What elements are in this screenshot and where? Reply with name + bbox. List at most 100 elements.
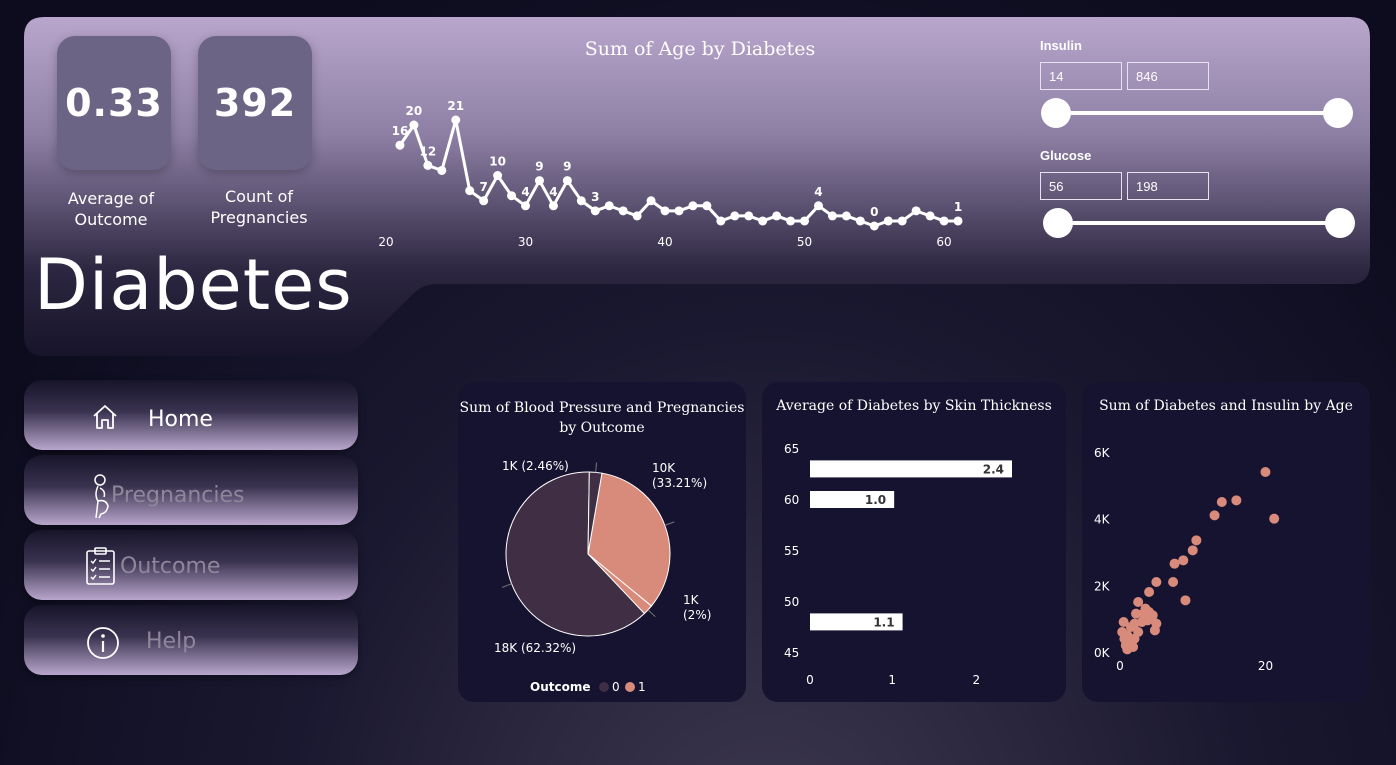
skin-thickness-bar	[810, 460, 1012, 478]
glucose-slicer-label: Glucose	[1040, 148, 1092, 163]
pie-data-label: 10K	[652, 461, 676, 475]
line-data-label: 4	[814, 185, 822, 199]
pie-slice	[587, 471, 603, 555]
kpi-label-line: Pregnancies	[210, 208, 308, 227]
scatter-point	[1269, 513, 1280, 524]
scatter-point	[1178, 555, 1189, 566]
pie-chart-panel: Sum of Blood Pressure and Pregnancies by…	[458, 382, 746, 702]
kpi-label-line: Average of	[67, 189, 155, 208]
nav-button-home[interactable]: Home	[24, 380, 358, 450]
line-data-label: 3	[591, 190, 599, 204]
line-data-point	[786, 216, 796, 226]
pie-leader-line	[502, 583, 512, 588]
nav-button-help[interactable]: Help	[24, 605, 358, 675]
line-data-point	[772, 211, 782, 221]
y-tick-label: 65	[784, 442, 799, 456]
line-data-label: 16	[392, 124, 409, 138]
scatter-chart-title: Sum of Diabetes and Insulin by Age	[1099, 398, 1353, 414]
y-tick-label: 4K	[1094, 513, 1111, 527]
insulin-slider-min-handle[interactable]	[1041, 98, 1071, 128]
legend-label: 1	[638, 680, 646, 694]
info-icon	[87, 627, 119, 659]
scatter-point	[1231, 495, 1242, 506]
insulin-min-input[interactable]: 14	[1040, 62, 1122, 90]
x-tick-label: 50	[797, 235, 812, 249]
line-data-point	[841, 211, 851, 221]
glucose-slider-track[interactable]	[1058, 221, 1340, 225]
line-data-label: 4	[549, 185, 557, 199]
legend-label: 0	[612, 680, 620, 694]
insulin-slider-max-handle[interactable]	[1323, 98, 1353, 128]
pregnant-woman-icon	[94, 474, 109, 519]
line-data-point	[562, 176, 572, 186]
scatter-point	[1138, 608, 1149, 619]
x-tick-label: 2	[973, 673, 981, 687]
y-tick-label: 6K	[1094, 446, 1111, 460]
kpi-value: 392	[213, 81, 297, 125]
line-data-point	[465, 186, 475, 196]
bar-data-label: 1.0	[865, 493, 886, 507]
scatter-point	[1133, 597, 1144, 607]
pie-title-line: by Outcome	[559, 420, 645, 436]
line-data-point	[548, 201, 558, 211]
kpi-label-line: Count of	[224, 187, 294, 206]
scatter-point	[1169, 558, 1180, 569]
line-data-point	[576, 196, 586, 206]
x-tick-label: 1	[888, 673, 896, 687]
line-data-label: 0	[870, 205, 878, 219]
line-data-label: 1	[954, 200, 962, 214]
line-data-point	[632, 211, 642, 221]
pie-leader-line	[664, 521, 675, 526]
x-tick-label: 30	[518, 235, 533, 249]
line-data-point	[939, 216, 949, 226]
glucose-max-input[interactable]: 198	[1127, 172, 1209, 200]
y-tick-label: 45	[784, 646, 799, 660]
pie-chart-title: Sum of Blood Pressure and Pregnancies by…	[458, 398, 746, 438]
nav-button-outcome[interactable]: Outcome	[24, 530, 358, 600]
x-tick-label: 0	[1116, 659, 1124, 673]
line-data-point	[451, 115, 461, 125]
insulin-max-input[interactable]: 846	[1127, 62, 1209, 90]
line-data-point	[800, 216, 810, 226]
glucose-min-input[interactable]: 56	[1040, 172, 1122, 200]
line-data-point	[953, 216, 963, 226]
kpi-label-count-pregnancies: Count of Pregnancies	[189, 186, 329, 228]
line-data-point	[618, 206, 628, 216]
nav-button-pregnancies[interactable]: Pregnancies	[24, 455, 358, 525]
glucose-slider-max-handle[interactable]	[1325, 208, 1355, 238]
line-data-point	[716, 216, 726, 226]
insulin-slider-track[interactable]	[1056, 111, 1338, 115]
line-data-point	[925, 211, 935, 221]
pie-data-label: (2%)	[683, 608, 711, 622]
scatter-point	[1151, 577, 1162, 587]
y-tick-label: 50	[784, 595, 799, 609]
line-data-label: 12	[420, 144, 437, 158]
scatter-point	[1209, 510, 1220, 521]
insulin-slicer-label: Insulin	[1040, 38, 1082, 53]
y-tick-label: 60	[784, 493, 799, 507]
x-tick-label: 60	[936, 235, 951, 249]
y-tick-label: 55	[784, 544, 799, 558]
line-data-point	[493, 171, 503, 181]
kpi-label-average-outcome: Average of Outcome	[41, 188, 181, 230]
line-data-point	[507, 191, 517, 201]
pie-data-label: 1K (2.46%)	[502, 459, 569, 473]
scatter-point	[1216, 497, 1227, 507]
line-data-point	[604, 201, 614, 211]
line-data-point	[730, 211, 740, 221]
pie-slice	[505, 471, 646, 637]
line-data-point	[702, 201, 712, 211]
glucose-slider-min-handle[interactable]	[1043, 208, 1073, 238]
scatter-point	[1180, 595, 1191, 606]
nav-label-pregnancies: Pregnancies	[111, 483, 245, 508]
page-title: Diabetes	[34, 244, 353, 326]
line-chart-title: Sum of Age by Diabetes	[584, 38, 816, 60]
clipboard-icon	[86, 547, 115, 585]
line-data-point	[646, 196, 656, 206]
scatter-point	[1260, 467, 1271, 477]
scatter-chart-panel: Sum of Diabetes and Insulin by Age 6K 4K 2…	[1082, 382, 1370, 702]
line-data-point	[674, 206, 684, 216]
scatter-chart: 6K 4K 2K 0K 0 20	[1094, 446, 1280, 673]
line-data-point	[758, 216, 768, 226]
